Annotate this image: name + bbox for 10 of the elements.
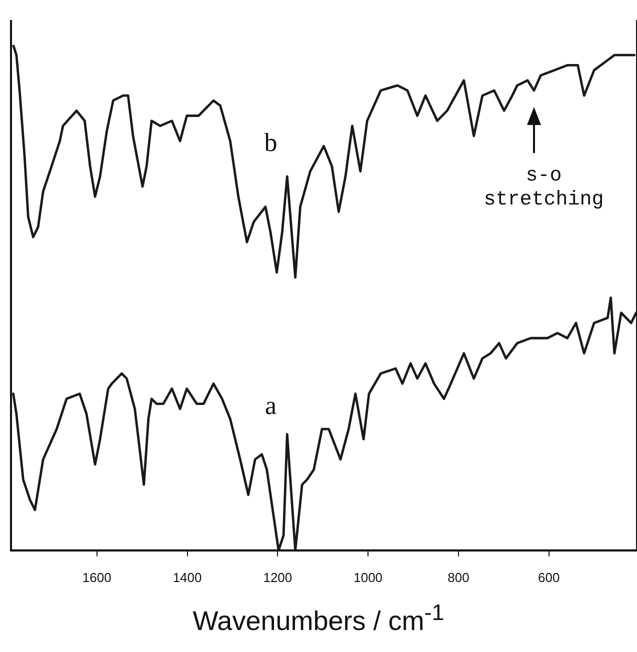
x-tick-label: 1600 [82, 570, 112, 585]
x-axis-title: Wavenumbers / cm$^{-1}$ [192, 600, 446, 637]
annotation: s-o stretching [484, 164, 604, 212]
x-tick-label: 600 [538, 570, 560, 585]
x-tick-label: 1000 [354, 570, 383, 585]
series-label: a [265, 390, 278, 420]
x-tick-label: 1400 [172, 570, 202, 585]
series-label: b [264, 128, 278, 158]
x-tick-label: 800 [448, 570, 470, 585]
x-tick-label: 1200 [263, 570, 292, 585]
